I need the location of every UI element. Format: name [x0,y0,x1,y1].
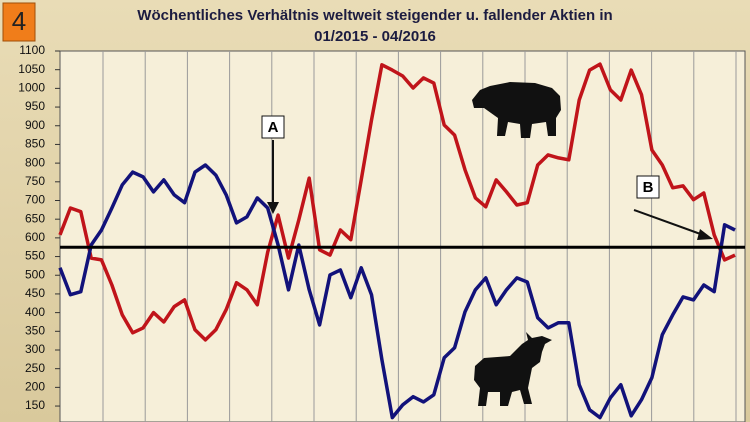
y-tick-label: 900 [25,118,45,132]
annotation-label: A [268,119,279,136]
y-tick-label: 400 [25,305,45,319]
y-tick-label: 550 [25,249,45,263]
y-tick-label: 800 [25,155,45,169]
annotation-arrow [633,209,707,237]
annotation-label: B [643,179,654,196]
y-tick-label: 350 [25,323,45,337]
chart-title: Wöchentliches Verhältnis weltweit steige… [137,7,612,24]
badge-number: 4 [12,6,26,36]
annotation-arrowhead [697,229,713,240]
y-tick-label: 950 [25,99,45,113]
y-tick-label: 1050 [18,62,45,76]
y-tick-label: 1100 [19,43,45,57]
badge [2,2,36,42]
annotation-box [636,175,660,199]
lines [58,62,745,420]
chart-subtitle: 01/2015 - 04/2016 [314,28,436,45]
y-tick-label: 600 [25,230,45,244]
series-line [58,163,736,420]
y-tick-label: 650 [25,211,45,225]
bear-icon [472,82,561,138]
y-tick-label: 200 [25,380,45,394]
y-tick-label: 150 [25,398,45,412]
annotation-box [261,115,285,139]
y-tick-label: 250 [25,361,45,375]
y-tick-label: 450 [25,286,45,300]
y-tick-label: 1000 [18,81,45,95]
y-tick-label: 500 [25,267,45,281]
y-tick-label: 700 [25,193,45,207]
series-line [58,62,736,342]
y-tick-label: 750 [25,174,45,188]
bull-icon [474,332,552,406]
plot-area [59,50,746,422]
annotation-arrowhead [267,202,279,214]
y-tick-label: 850 [25,137,45,151]
grid [55,50,737,422]
y-tick-label: 300 [25,342,45,356]
